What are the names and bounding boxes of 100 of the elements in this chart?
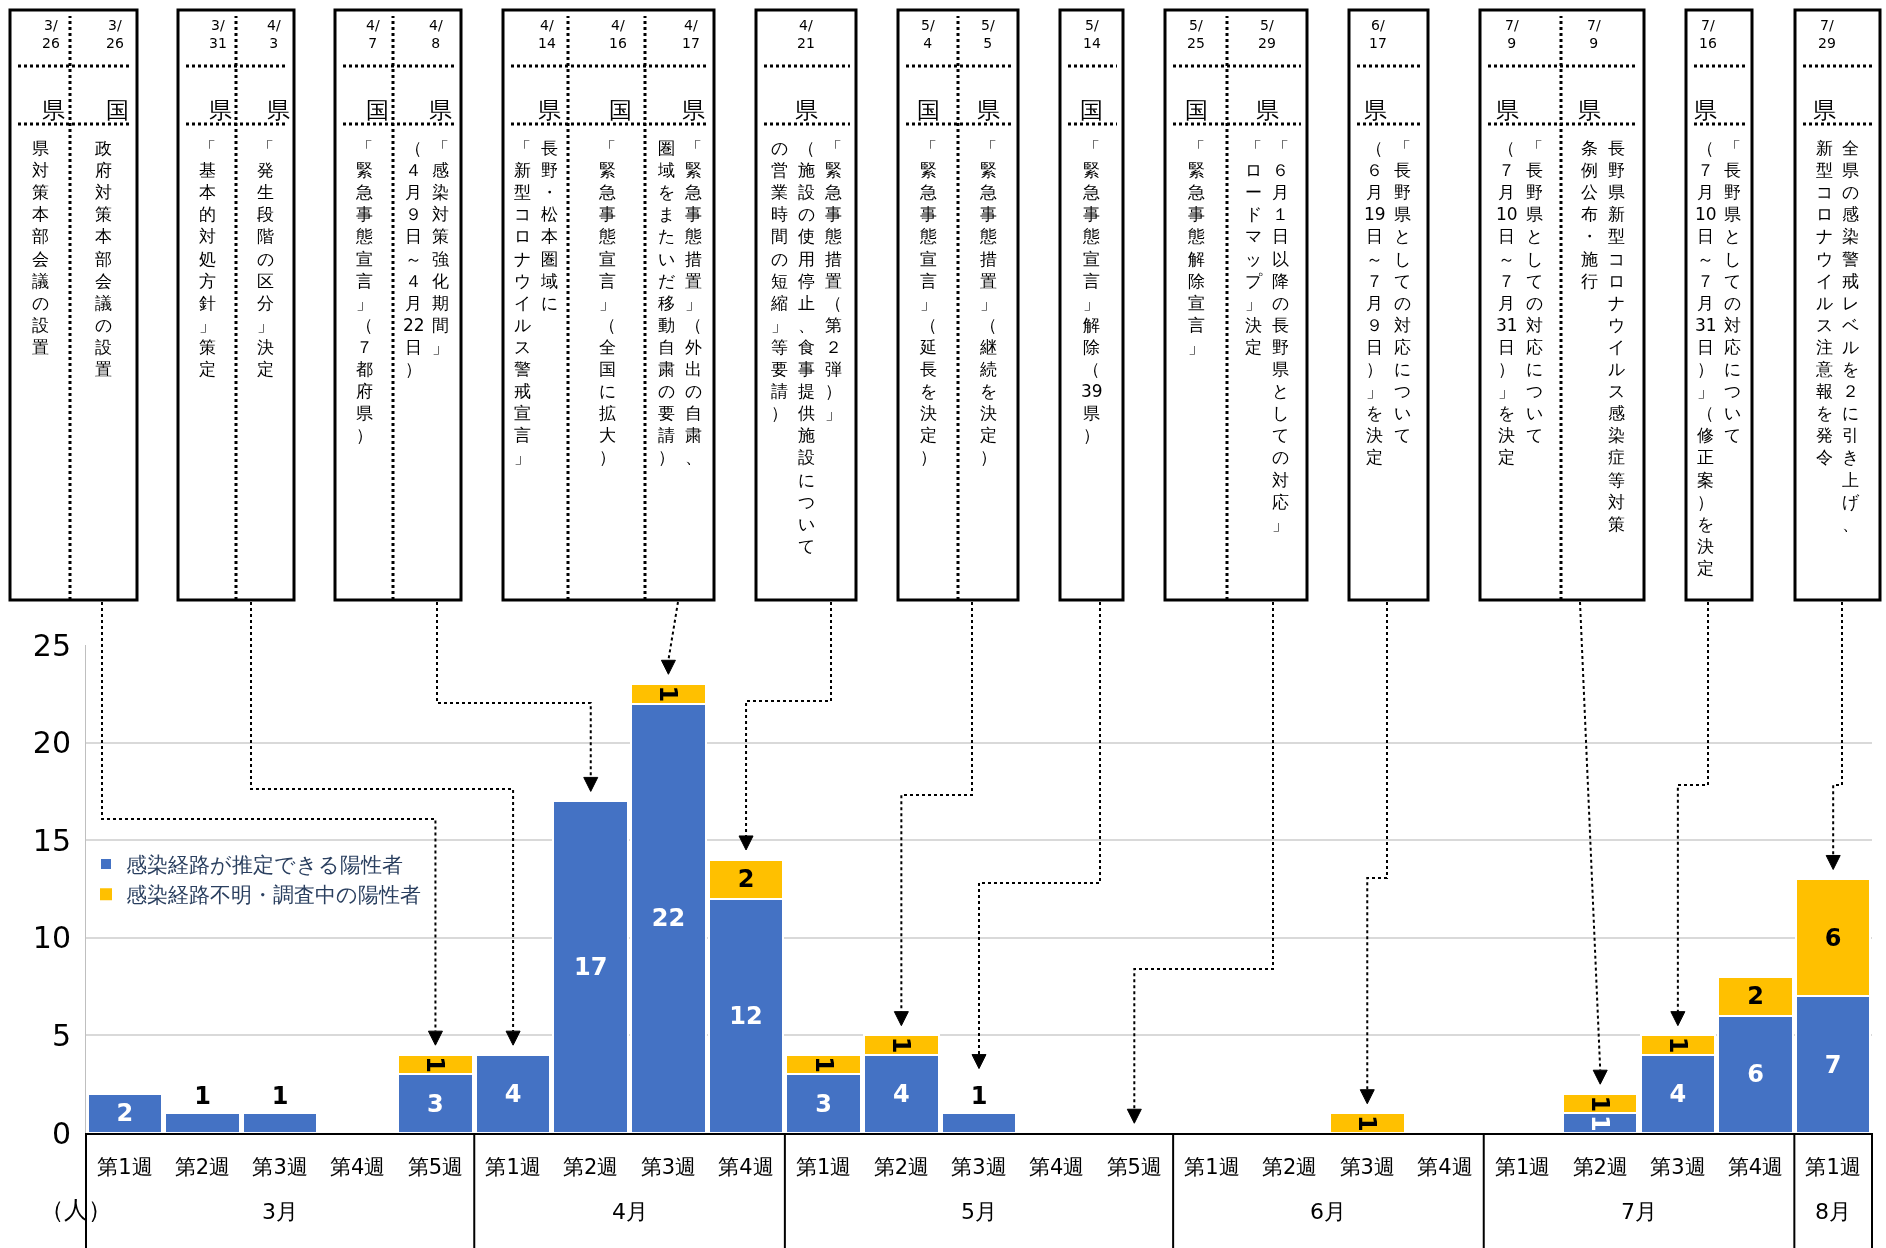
x-tick-label: 第1週 xyxy=(485,1155,541,1180)
data-label: 17 xyxy=(574,953,608,982)
data-label: 1 xyxy=(1586,1095,1615,1113)
x-tick-label: 第1週 xyxy=(1805,1155,1861,1180)
text: 県 xyxy=(42,97,65,123)
y-tick-label: 25 xyxy=(32,627,71,663)
text: 「緊急事態宣言」解除（39県） xyxy=(1081,138,1103,446)
text: （６月19日～７月９日）」を決定 xyxy=(1364,138,1386,468)
text: 4月 xyxy=(612,1199,648,1224)
text: 3月 xyxy=(262,1199,298,1224)
text: （４月９日～４月22日） xyxy=(403,138,425,379)
text: 4/14 xyxy=(538,17,556,52)
text: 7/16 xyxy=(1699,17,1717,52)
text: 「長野県としての対応について xyxy=(1526,138,1543,446)
y-tick-label: 10 xyxy=(32,920,71,956)
y-tick-label: 20 xyxy=(32,725,71,761)
text: 国 xyxy=(1185,97,1208,123)
text: 4/3 xyxy=(267,17,281,52)
text: 6月 xyxy=(1310,1199,1346,1224)
bar xyxy=(1328,1112,1406,1133)
x-tick-label: 第4週 xyxy=(1727,1155,1784,1180)
text: 県 xyxy=(682,97,705,123)
legend-label: 感染経路不明・調査中の陽性者 xyxy=(126,883,421,908)
text: 全県の感染警戒レベルを２に引き上げ、 xyxy=(1842,138,1859,534)
text: 県 xyxy=(1496,97,1519,123)
text: 5月 xyxy=(961,1199,997,1224)
text: 4/16 xyxy=(609,17,627,52)
text: 県 xyxy=(429,97,452,123)
text: 「緊急事態宣言」（全国に拡大） xyxy=(599,138,616,468)
text: 5/29 xyxy=(1258,17,1276,52)
data-label: 1 xyxy=(194,1082,211,1111)
text: 5/14 xyxy=(1083,17,1101,52)
x-tick-label: 第3週 xyxy=(1650,1155,1706,1180)
x-tick-label: 第2週 xyxy=(1261,1155,1318,1180)
text: 「発生段階の区分」決定 xyxy=(257,138,274,379)
x-tick-label: 第2週 xyxy=(873,1155,930,1180)
text: 国 xyxy=(366,97,389,123)
x-tick-label: 第3週 xyxy=(951,1155,1007,1180)
text: 圏域をまたいだ移動自粛の要請） xyxy=(658,138,675,468)
x-tick-label: 第4週 xyxy=(330,1155,386,1180)
data-label: 1 xyxy=(1586,1114,1615,1132)
x-tick-label: 第4週 xyxy=(718,1155,774,1180)
text: 長野県新型コロナウイルス感染症等対策 xyxy=(1608,138,1625,534)
data-label: 3 xyxy=(427,1089,444,1118)
x-tick-label: 第3週 xyxy=(252,1155,308,1180)
text: （７月10日～７月31日）」（修正案）を決定 xyxy=(1695,138,1717,578)
data-label: 1 xyxy=(421,1056,450,1074)
text: 3/26 xyxy=(42,17,60,52)
text: 新型コロナウイルス注意報を発令 xyxy=(1816,138,1833,468)
data-label: 1 xyxy=(970,1082,988,1111)
text: 「基本的対処方針」策定 xyxy=(199,138,216,379)
data-label: 3 xyxy=(815,1089,833,1118)
text: 「６月１日以降の長野県としての対応」 xyxy=(1272,138,1289,534)
data-label: 6 xyxy=(1824,923,1842,952)
text: 県 xyxy=(538,97,561,123)
x-tick-label: 第2週 xyxy=(563,1155,619,1180)
text: 「緊急事態措置」（継続を決定） xyxy=(980,138,997,468)
text: 国 xyxy=(106,97,129,123)
data-label: 1 xyxy=(887,1036,916,1054)
x-tick-label: 第5週 xyxy=(1106,1155,1162,1180)
data-label: 4 xyxy=(892,1079,910,1108)
x-tick-label: 第1週 xyxy=(796,1155,852,1180)
x-tick-label: 第1週 xyxy=(97,1155,153,1180)
data-label: 2 xyxy=(737,865,755,894)
text: 「新型コロナウイルス警戒宣言」 xyxy=(514,138,531,468)
text: （施設の使用停止、食事提供施設について xyxy=(798,138,815,556)
text: 4/21 xyxy=(797,17,815,52)
text: 県 xyxy=(1578,97,1601,123)
data-label: 6 xyxy=(1747,1060,1764,1089)
text: 4/7 xyxy=(366,17,380,52)
text: 県 xyxy=(795,97,818,123)
x-tick-label: 第4週 xyxy=(1028,1155,1085,1180)
text: 7/9 xyxy=(1587,17,1601,52)
text: 「緊急事態措置」（外出の自粛、 xyxy=(685,138,702,468)
text: 県対策本部会議の設置 xyxy=(32,138,49,357)
text: の営業時間の短縮」等要請） xyxy=(771,138,788,424)
text: 県 xyxy=(1364,97,1387,123)
x-tick-label: 第2週 xyxy=(1572,1155,1628,1180)
data-label: 7 xyxy=(1824,1050,1842,1079)
text: 「緊急事態宣言」（７都府県） xyxy=(356,138,373,446)
text: 国 xyxy=(1080,97,1103,123)
text: 県 xyxy=(1694,97,1717,123)
data-label: 1 xyxy=(809,1056,838,1074)
x-tick-label: 第3週 xyxy=(1339,1155,1395,1180)
text: 「長野県としての対応について xyxy=(1394,138,1411,446)
text: 8月 xyxy=(1815,1199,1851,1224)
x-tick-label: 第1週 xyxy=(1494,1155,1551,1180)
text: 県 xyxy=(977,97,1000,123)
text: 「長野県としての対応について xyxy=(1724,138,1741,446)
text: 「ロードマップ」決定 xyxy=(1245,138,1262,357)
data-label: 22 xyxy=(651,904,686,933)
text: 県 xyxy=(1813,97,1836,123)
text: 長野・松本圏域に xyxy=(540,138,558,313)
text: 条例公布・施行 xyxy=(1581,138,1598,291)
legend-label: 感染経路が推定できる陽性者 xyxy=(126,853,403,878)
text: 3/31 xyxy=(209,17,227,52)
text: 県 xyxy=(209,97,232,123)
y-axis-title: （人） xyxy=(40,1196,112,1224)
text: （７月10日～７月31日）」を決定 xyxy=(1496,138,1518,468)
text: 「緊急事態解除宣言」 xyxy=(1188,138,1205,357)
